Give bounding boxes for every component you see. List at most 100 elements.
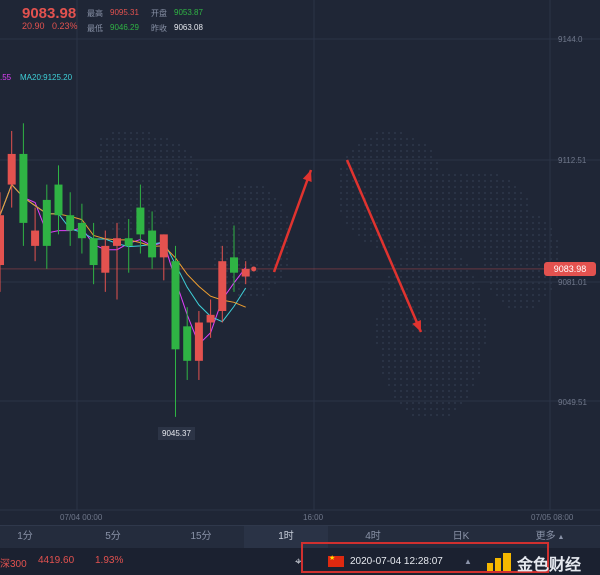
map-dot xyxy=(496,294,498,296)
map-dot xyxy=(400,174,402,176)
candle-body xyxy=(194,322,203,361)
map-dot xyxy=(424,270,426,272)
map-dot xyxy=(400,222,402,224)
map-dot xyxy=(454,330,456,332)
map-dot xyxy=(406,264,408,266)
tab-5m[interactable]: 5分 xyxy=(105,531,121,542)
map-dot xyxy=(280,264,282,266)
map-dot xyxy=(280,234,282,236)
map-dot xyxy=(472,342,474,344)
map-dot xyxy=(394,264,396,266)
map-dot xyxy=(508,180,510,182)
map-dot xyxy=(430,174,432,176)
map-dot xyxy=(490,288,492,290)
map-dot xyxy=(382,168,384,170)
map-dot xyxy=(514,240,516,242)
map-dot xyxy=(136,168,138,170)
map-dot xyxy=(514,234,516,236)
map-dot xyxy=(460,354,462,356)
map-dot xyxy=(136,186,138,188)
map-dot xyxy=(502,246,504,248)
map-dot xyxy=(454,396,456,398)
map-dot xyxy=(424,204,426,206)
map-dot xyxy=(382,180,384,182)
map-dot xyxy=(136,180,138,182)
map-dot xyxy=(448,228,450,230)
map-dot xyxy=(424,180,426,182)
map-dot xyxy=(112,138,114,140)
map-dot xyxy=(142,156,144,158)
map-dot xyxy=(118,192,120,194)
map-dot xyxy=(280,204,282,206)
map-dot xyxy=(340,174,342,176)
map-dot xyxy=(424,390,426,392)
map-dot xyxy=(388,282,390,284)
map-dot xyxy=(532,270,534,272)
kline-chart[interactable] xyxy=(0,0,600,525)
map-dot xyxy=(388,330,390,332)
map-dot xyxy=(484,192,486,194)
map-dot xyxy=(262,270,264,272)
caret-up-icon[interactable]: ▲ xyxy=(464,557,472,566)
map-dot xyxy=(238,186,240,188)
tab-more[interactable]: 更多 ▲ xyxy=(525,526,575,548)
map-dot xyxy=(148,204,150,206)
tab-4h[interactable]: 4时 xyxy=(365,531,381,542)
map-dot xyxy=(508,204,510,206)
map-dot xyxy=(424,216,426,218)
map-dot xyxy=(472,234,474,236)
map-dot xyxy=(478,174,480,176)
map-dot xyxy=(250,222,252,224)
map-dot xyxy=(460,390,462,392)
map-dot xyxy=(418,306,420,308)
map-dot xyxy=(382,132,384,134)
map-dot xyxy=(436,360,438,362)
tab-15m[interactable]: 15分 xyxy=(190,531,212,542)
map-dot xyxy=(106,216,108,218)
map-dot xyxy=(394,150,396,152)
map-dot xyxy=(526,258,528,260)
map-dot xyxy=(514,204,516,206)
map-dot xyxy=(256,210,258,212)
tab-daily[interactable]: 日K xyxy=(452,531,470,542)
map-dot xyxy=(160,204,162,206)
candle-body xyxy=(206,314,215,323)
prev-close-value: 9063.08 xyxy=(174,23,203,32)
map-dot xyxy=(190,204,192,206)
map-dot xyxy=(394,132,396,134)
map-dot xyxy=(490,264,492,266)
tab-1m[interactable]: 1分 xyxy=(17,531,33,542)
map-dot xyxy=(460,378,462,380)
map-dot xyxy=(466,372,468,374)
map-dot xyxy=(100,216,102,218)
map-dot xyxy=(400,234,402,236)
map-dot xyxy=(400,306,402,308)
map-dot xyxy=(442,390,444,392)
map-dot xyxy=(496,240,498,242)
map-dot xyxy=(214,228,216,230)
chart-canvas[interactable] xyxy=(0,0,600,525)
map-dot xyxy=(172,198,174,200)
map-dot xyxy=(382,216,384,218)
map-dot xyxy=(184,162,186,164)
crosshair-toggle-icon[interactable]: ⌖ xyxy=(295,554,302,568)
map-dot xyxy=(484,264,486,266)
map-dot xyxy=(472,228,474,230)
map-dot xyxy=(502,240,504,242)
map-dot xyxy=(250,264,252,266)
map-dot xyxy=(130,222,132,224)
map-dot xyxy=(352,162,354,164)
map-dot xyxy=(142,168,144,170)
map-dot xyxy=(520,300,522,302)
map-dot xyxy=(496,264,498,266)
map-dot xyxy=(376,216,378,218)
map-dot xyxy=(232,234,234,236)
map-dot xyxy=(364,216,366,218)
map-dot xyxy=(472,384,474,386)
map-dot xyxy=(262,294,264,296)
map-dot xyxy=(376,144,378,146)
map-dot xyxy=(190,180,192,182)
map-dot xyxy=(418,246,420,248)
map-dot xyxy=(100,168,102,170)
map-dot xyxy=(106,174,108,176)
